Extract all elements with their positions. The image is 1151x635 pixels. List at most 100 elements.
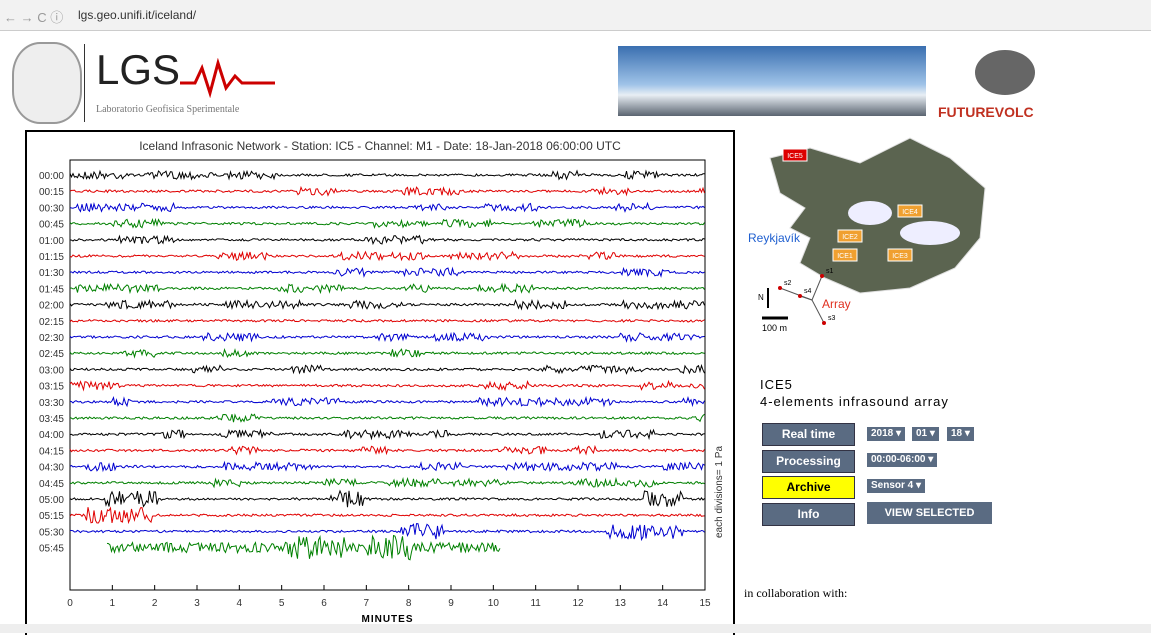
- view-selected-button[interactable]: VIEW SELECTED: [867, 502, 992, 524]
- x-tick-label: 9: [448, 598, 454, 609]
- volcano-photo: [618, 46, 926, 116]
- trace: [70, 320, 705, 322]
- row-label: 05:00: [39, 495, 64, 506]
- trace: [70, 284, 705, 292]
- trace: [70, 187, 705, 195]
- trace: [70, 524, 705, 540]
- month-select[interactable]: 01 ▾: [912, 427, 939, 441]
- trace: [70, 349, 705, 357]
- trace: [70, 507, 705, 523]
- university-seal: [12, 42, 82, 124]
- station-description: 4-elements infrasound array: [760, 394, 949, 409]
- nav-icons[interactable]: ← → C ⓘ: [4, 7, 63, 26]
- logo-subtitle: Laboratorio Geofisica Sperimentale: [96, 104, 239, 115]
- trace: [70, 398, 705, 406]
- trace: [107, 536, 500, 560]
- sensor-select[interactable]: Sensor 4 ▾: [867, 479, 925, 493]
- row-label: 02:45: [39, 349, 64, 360]
- trace: [70, 479, 705, 487]
- station-label: ICE1: [837, 253, 853, 260]
- helicorder: Iceland Infrasonic Network - Station: IC…: [25, 130, 735, 635]
- row-label: 02:00: [39, 301, 64, 312]
- station-name: ICE5: [760, 377, 793, 392]
- row-label: 00:45: [39, 220, 64, 231]
- x-tick-label: 3: [194, 598, 200, 609]
- x-tick-label: 8: [406, 598, 412, 609]
- trace: [70, 268, 705, 276]
- trace: [70, 300, 705, 308]
- row-label: 00:30: [39, 203, 64, 214]
- station-label: ICE4: [902, 209, 918, 216]
- trace: [70, 203, 705, 211]
- y-axis-label: each divisions= 1 Pa: [714, 446, 725, 538]
- x-tick-label: 1: [110, 598, 116, 609]
- station-label: ICE3: [892, 253, 908, 260]
- row-label: 04:15: [39, 446, 64, 457]
- x-tick-label: 6: [321, 598, 327, 609]
- trace: [70, 333, 705, 341]
- chart-title: Iceland Infrasonic Network - Station: IC…: [139, 139, 621, 153]
- x-tick-label: 7: [364, 598, 370, 609]
- row-label: 01:15: [39, 252, 64, 263]
- trace: [70, 446, 705, 454]
- x-tick-label: 2: [152, 598, 158, 609]
- sensor-label: s4: [804, 288, 812, 295]
- row-label: 00:00: [39, 171, 64, 182]
- sensor-label: s1: [826, 268, 834, 275]
- row-label: 03:00: [39, 365, 64, 376]
- logo-wave: [180, 58, 280, 98]
- trace: [70, 236, 705, 244]
- sensor: [798, 294, 802, 298]
- period-select[interactable]: 00:00-06:00 ▾: [867, 453, 937, 467]
- year-select[interactable]: 2018 ▾: [867, 427, 905, 441]
- trace: [70, 462, 705, 470]
- period: 00:00-06:00: [871, 454, 925, 465]
- realtime-button[interactable]: Real time: [762, 423, 855, 446]
- footer-text: in collaboration with:: [744, 586, 847, 601]
- x-tick-label: 10: [488, 598, 500, 609]
- page: ← → C ⓘ lgs.geo.unifi.it/iceland/ LGS La…: [0, 0, 1151, 633]
- row-label: 04:45: [39, 479, 64, 490]
- plume-icon: [975, 50, 1035, 95]
- x-tick-label: 13: [615, 598, 627, 609]
- trace: [70, 252, 705, 260]
- glacier: [900, 221, 960, 245]
- sensor-label: s3: [828, 315, 836, 322]
- row-label: 04:30: [39, 463, 64, 474]
- trace: [70, 381, 705, 389]
- array-arm: [812, 276, 822, 300]
- x-tick-label: 4: [237, 598, 243, 609]
- archive-button[interactable]: Archive: [762, 476, 855, 499]
- processing-button[interactable]: Processing: [762, 450, 855, 473]
- city-label: Reykjavík: [748, 231, 801, 245]
- trace: [70, 430, 705, 438]
- browser-bar: ← → C ⓘ lgs.geo.unifi.it/iceland/: [0, 0, 1151, 31]
- info-button[interactable]: Info: [762, 503, 855, 526]
- trace: [70, 219, 705, 227]
- divider: [84, 44, 85, 122]
- partner-logo: FUTUREVOLC: [938, 104, 1034, 120]
- row-label: 04:00: [39, 430, 64, 441]
- station-label: ICE2: [842, 234, 858, 241]
- year: 2018: [871, 428, 893, 439]
- trace: [70, 171, 705, 179]
- row-label: 05:15: [39, 511, 64, 522]
- array-label: Array: [822, 297, 851, 311]
- trace: [70, 365, 705, 373]
- row-label: 02:30: [39, 333, 64, 344]
- logo: LGS: [96, 46, 180, 94]
- x-tick-label: 15: [699, 598, 711, 609]
- row-label: 02:15: [39, 317, 64, 328]
- row-label: 01:30: [39, 268, 64, 279]
- x-tick-label: 14: [657, 598, 669, 609]
- x-tick-label: 5: [279, 598, 285, 609]
- row-label: 01:00: [39, 236, 64, 247]
- row-label: 03:30: [39, 398, 64, 409]
- sensor: [822, 321, 826, 325]
- sensor: [778, 286, 782, 290]
- x-tick-label: 11: [530, 598, 541, 609]
- row-label: 00:15: [39, 187, 64, 198]
- day-select[interactable]: 18 ▾: [947, 427, 974, 441]
- url[interactable]: lgs.geo.unifi.it/iceland/: [78, 8, 196, 22]
